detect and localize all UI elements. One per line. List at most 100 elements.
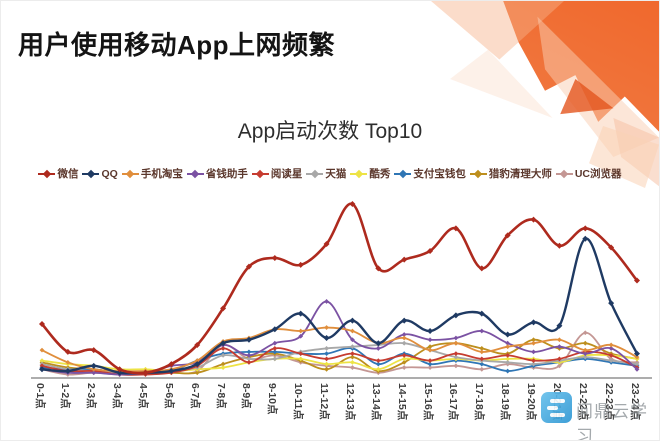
- data-point: [91, 366, 97, 372]
- data-point: [531, 361, 536, 367]
- data-point: [220, 346, 226, 351]
- legend-marker-icon: [350, 172, 368, 175]
- data-point: [608, 352, 614, 358]
- data-point: [220, 361, 226, 367]
- data-point: [194, 370, 200, 376]
- data-point: [479, 349, 485, 355]
- legend-marker-icon: [121, 172, 139, 175]
- data-point: [479, 328, 485, 334]
- data-point: [557, 344, 562, 350]
- legend-label: 天猫: [325, 168, 347, 180]
- watermark: 问鼎云学习: [541, 392, 659, 440]
- data-point: [530, 216, 537, 223]
- data-point: [427, 247, 434, 254]
- legend-item: 猎豹清理大师: [469, 166, 552, 181]
- data-point: [324, 361, 329, 367]
- data-point: [375, 366, 381, 372]
- data-point: [401, 356, 407, 362]
- legend-item: UC浏览器: [555, 166, 622, 181]
- data-point: [220, 352, 226, 358]
- data-point: [375, 265, 382, 272]
- data-point: [556, 322, 563, 329]
- data-point: [401, 340, 407, 346]
- data-point: [271, 254, 278, 261]
- data-point: [39, 321, 45, 328]
- data-point: [608, 244, 615, 251]
- legend-label: 阅读星: [270, 168, 303, 180]
- data-point: [452, 312, 459, 319]
- data-point: [401, 359, 407, 365]
- data-point: [453, 363, 459, 369]
- data-point: [245, 263, 252, 270]
- data-point: [582, 340, 588, 346]
- data-point: [582, 330, 588, 336]
- data-point: [116, 366, 123, 373]
- data-point: [91, 370, 97, 376]
- data-point: [324, 325, 329, 330]
- data-point: [582, 347, 588, 353]
- data-point: [297, 310, 304, 317]
- legend-item: QQ: [82, 167, 118, 180]
- legend-label: 省钱助手: [205, 168, 248, 180]
- data-point: [64, 368, 71, 375]
- data-point: [375, 358, 381, 363]
- legend-item: 阅读星: [251, 166, 303, 181]
- data-point: [142, 369, 149, 376]
- data-point: [272, 356, 278, 362]
- data-point: [350, 359, 355, 365]
- data-point: [401, 352, 407, 358]
- data-point: [478, 265, 485, 272]
- legend-marker-icon: [394, 172, 412, 175]
- legend-marker-icon: [555, 172, 573, 175]
- data-point: [634, 361, 640, 367]
- data-point: [634, 277, 641, 284]
- data-point: [298, 356, 304, 362]
- data-point: [298, 351, 304, 357]
- legend-item: 支付宝钱包: [394, 166, 466, 181]
- legend-label: 猎豹清理大师: [488, 168, 552, 180]
- data-point: [220, 365, 226, 370]
- legend-label: QQ: [101, 167, 118, 180]
- data-point: [245, 336, 252, 343]
- data-point: [427, 347, 433, 353]
- data-point: [557, 337, 562, 343]
- legend-marker-icon: [469, 172, 487, 175]
- data-point: [401, 365, 407, 370]
- legend-marker-icon: [251, 172, 269, 175]
- legend-label: 微信: [57, 168, 79, 180]
- data-point: [531, 340, 536, 346]
- legend-marker-icon: [306, 172, 324, 175]
- data-point: [324, 356, 329, 362]
- data-point: [375, 346, 381, 351]
- data-point: [608, 358, 614, 363]
- data-point: [531, 358, 536, 363]
- data-point: [298, 328, 304, 334]
- data-point: [350, 337, 355, 343]
- page-title: 用户使用移动App上网频繁: [18, 30, 336, 60]
- data-point: [505, 356, 511, 362]
- data-point: [324, 346, 329, 351]
- series-line-QQ: [40, 237, 639, 375]
- data-point: [531, 349, 536, 355]
- legend-marker-icon: [186, 172, 204, 175]
- data-point: [349, 201, 356, 207]
- data-point: [427, 328, 434, 335]
- data-point: [453, 340, 459, 346]
- data-point: [350, 344, 355, 350]
- data-point: [272, 340, 278, 346]
- data-point: [375, 361, 381, 367]
- data-point: [220, 305, 227, 312]
- data-point: [324, 366, 329, 372]
- data-point: [168, 368, 175, 375]
- data-point: [168, 361, 175, 368]
- data-point: [479, 356, 485, 362]
- data-point: [350, 351, 355, 357]
- data-point: [479, 346, 485, 351]
- legend-item: 微信: [38, 166, 78, 181]
- data-point: [220, 340, 227, 347]
- data-point: [452, 225, 459, 232]
- data-point: [271, 326, 278, 333]
- data-point: [401, 335, 407, 341]
- data-point: [634, 350, 641, 357]
